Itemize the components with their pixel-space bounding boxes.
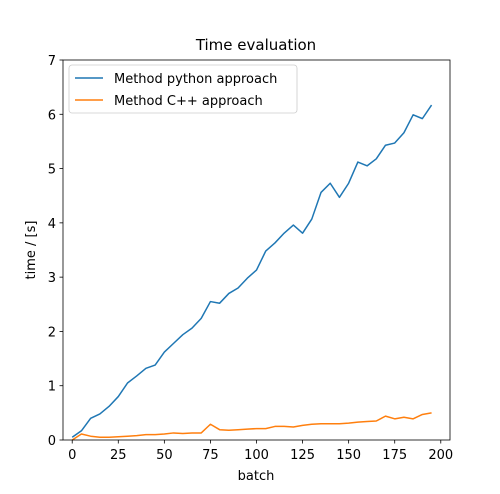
x-tick-label: 150 (336, 448, 361, 463)
legend-box (68, 64, 298, 114)
x-tick-label: 175 (382, 448, 407, 463)
x-tick-label: 100 (244, 448, 269, 463)
x-tick-label: 125 (290, 448, 315, 463)
y-tick-label: 0 (48, 434, 56, 449)
x-tick-label: 0 (68, 448, 76, 463)
x-tick-label: 200 (428, 448, 453, 463)
x-axis-label: batch (238, 469, 275, 484)
y-tick-label: 3 (48, 271, 56, 286)
chart-title: Time evaluation (195, 36, 316, 54)
x-tick-label: 50 (156, 448, 173, 463)
y-tick-label: 2 (48, 325, 56, 340)
x-tick-label: 75 (202, 448, 219, 463)
y-tick-label: 6 (48, 108, 56, 123)
legend-label: Method python approach (114, 72, 277, 87)
y-tick-label: 7 (48, 54, 56, 69)
legend-label: Method C++ approach (114, 94, 263, 109)
y-axis-label: time / [s] (24, 221, 39, 280)
plot-area: 0 25 50 75 100 125 150 175 200 0 1 2 3 4 5 6 7 Method pyt… (48, 54, 453, 463)
x-tick-label: 25 (110, 448, 127, 463)
series-line-1 (71, 412, 432, 441)
series-line-0 (71, 104, 433, 438)
y-tick-label: 1 (48, 380, 56, 395)
y-tick-label: 5 (48, 163, 56, 178)
y-tick-label: 4 (48, 217, 56, 232)
